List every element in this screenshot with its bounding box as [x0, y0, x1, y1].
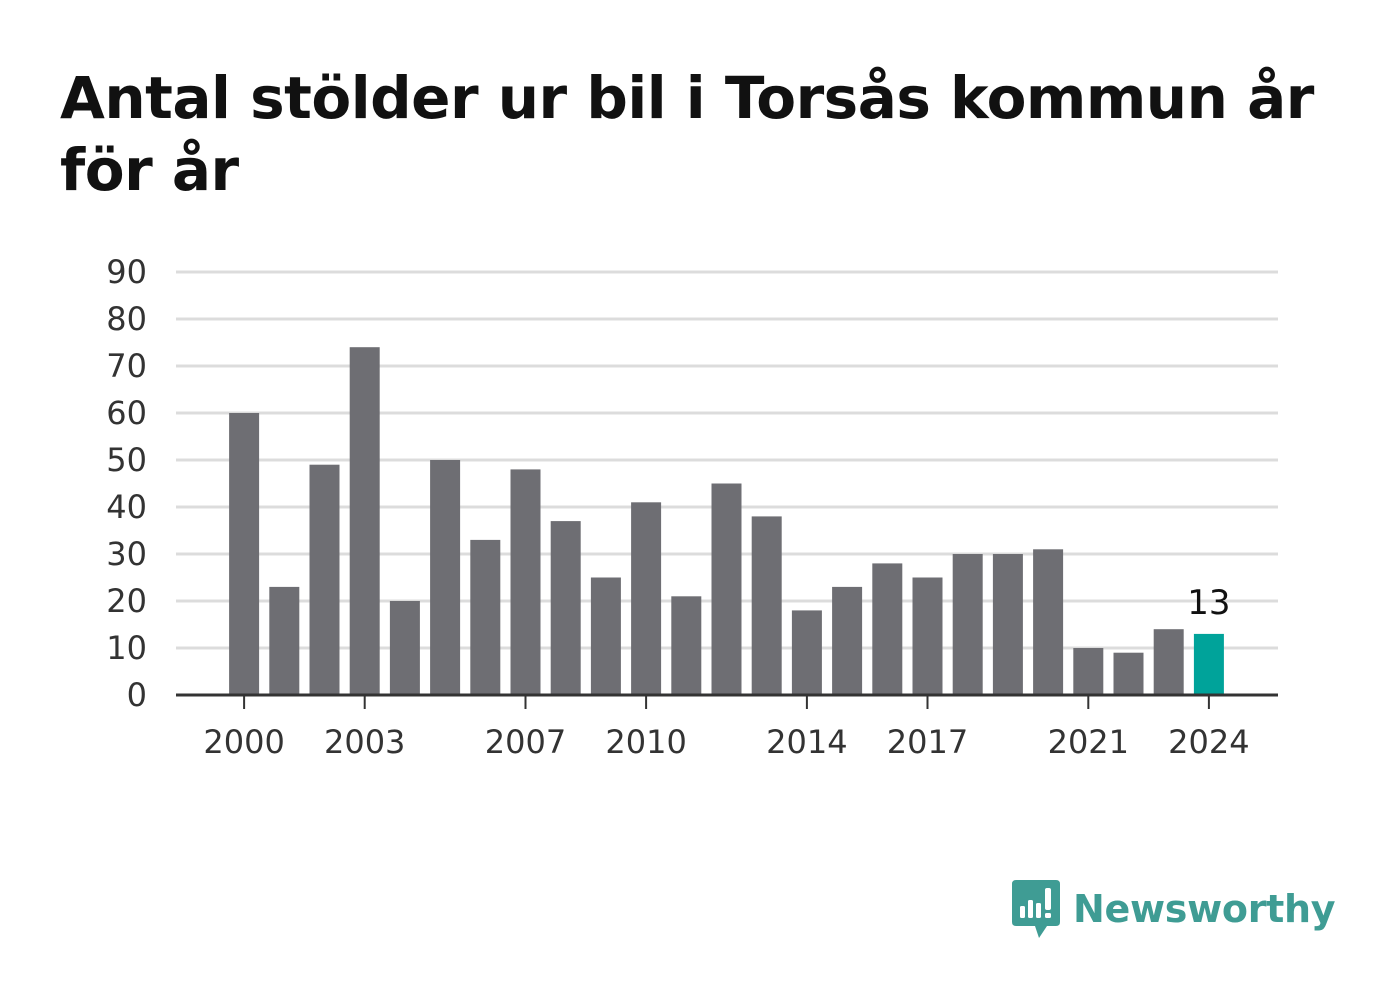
bar [952, 554, 983, 695]
bar [1113, 652, 1144, 695]
data-labels: 13 [1187, 583, 1230, 623]
chart-title: Antal stölder ur bil i Torsås kommun år … [60, 64, 1314, 204]
bar [389, 601, 420, 695]
bar [992, 554, 1023, 695]
bar [832, 586, 863, 695]
y-tick-label: 70 [106, 347, 147, 385]
bar [510, 469, 541, 695]
x-tick-label: 2017 [887, 723, 968, 761]
newsworthy-logo: Newsworthy [1011, 878, 1336, 940]
y-axis-ticks: 0 10 20 30 40 50 60 70 80 90 [106, 253, 147, 714]
bar [590, 577, 621, 695]
bar [430, 460, 461, 695]
y-tick-label: 90 [106, 253, 147, 291]
bar [470, 539, 501, 695]
newsworthy-logo-icon [1012, 880, 1060, 938]
bar [1073, 648, 1104, 695]
y-tick-label: 80 [106, 300, 147, 338]
bar [791, 610, 822, 695]
bar [229, 413, 260, 695]
x-tick-label: 2007 [485, 723, 566, 761]
y-tick-label: 20 [106, 582, 147, 620]
data-label: 13 [1187, 583, 1230, 623]
y-tick-label: 60 [106, 394, 147, 432]
bar [751, 516, 782, 695]
brand-name: Newsworthy [1073, 887, 1336, 931]
x-tick-label: 2014 [766, 723, 847, 761]
bar [1193, 633, 1224, 695]
bars [229, 347, 1224, 695]
bar [550, 521, 581, 695]
x-tick-label: 2000 [203, 723, 284, 761]
bar [349, 347, 380, 695]
y-tick-label: 0 [127, 676, 147, 714]
y-tick-label: 40 [106, 488, 147, 526]
bar [872, 563, 903, 695]
y-tick-label: 10 [106, 629, 147, 667]
bar [671, 596, 702, 695]
bar [1153, 629, 1184, 695]
bar [1033, 549, 1064, 695]
x-tick-label: 2003 [324, 723, 405, 761]
bar [912, 577, 943, 695]
y-tick-label: 50 [106, 441, 147, 479]
bar [711, 483, 742, 695]
x-axis-ticks: 2000 2003 2007 2010 2014 2017 2021 2024 [203, 695, 1250, 761]
x-tick-label: 2021 [1048, 723, 1129, 761]
bar [309, 464, 340, 695]
x-tick-label: 2024 [1168, 723, 1249, 761]
bar [269, 586, 300, 695]
x-tick-label: 2010 [605, 723, 686, 761]
y-tick-label: 30 [106, 535, 147, 573]
bar [631, 502, 662, 695]
